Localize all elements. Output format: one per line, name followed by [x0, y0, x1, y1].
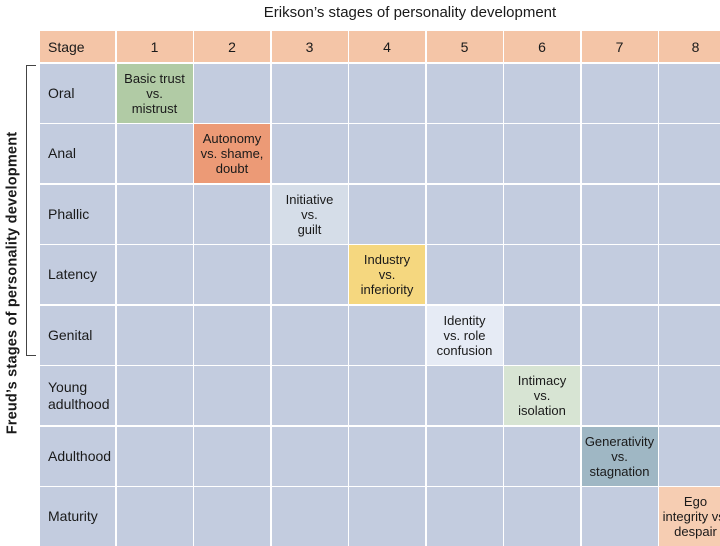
- row-label: Phallic: [40, 184, 115, 244]
- empty-cell: [426, 245, 503, 304]
- stage-cell: Autonomy vs. shame, doubt: [194, 124, 270, 183]
- empty-cell: [504, 426, 580, 486]
- empty-cell: [349, 305, 425, 365]
- row-label: Adulthood: [40, 426, 115, 486]
- empty-cell: [349, 63, 425, 123]
- empty-cell: [349, 124, 425, 183]
- header-stage-7: 7: [581, 31, 658, 62]
- empty-cell: [349, 184, 425, 244]
- empty-cell: [581, 305, 658, 365]
- empty-cell: [194, 487, 270, 546]
- empty-cell: [426, 426, 503, 486]
- empty-cell: [116, 366, 193, 425]
- header-stage-5: 5: [426, 31, 503, 62]
- empty-cell: [504, 305, 580, 365]
- empty-cell: [194, 366, 270, 425]
- row-label: Latency: [40, 245, 115, 304]
- stage-cell: Initiative vs. guilt: [271, 184, 348, 244]
- empty-cell: [194, 426, 270, 486]
- stage-cell: Intimacy vs. isolation: [504, 366, 580, 425]
- empty-cell: [116, 124, 193, 183]
- empty-cell: [659, 245, 720, 304]
- empty-cell: [504, 184, 580, 244]
- empty-cell: [116, 184, 193, 244]
- empty-cell: [659, 366, 720, 425]
- empty-cell: [116, 487, 193, 546]
- stage-cell: Basic trust vs. mistrust: [116, 63, 193, 123]
- row-label: Young adulthood: [40, 366, 115, 425]
- empty-cell: [659, 184, 720, 244]
- header-stage-2: 2: [194, 31, 270, 62]
- empty-cell: [581, 245, 658, 304]
- empty-cell: [504, 124, 580, 183]
- empty-cell: [116, 245, 193, 304]
- empty-cell: [116, 426, 193, 486]
- stage-cell: Industry vs. inferiority: [349, 245, 425, 304]
- empty-cell: [349, 487, 425, 546]
- empty-cell: [194, 245, 270, 304]
- empty-cell: [271, 63, 348, 123]
- stages-grid: Stage 1 2 3 4 5 6 7 8 Oral Basic trust vs…: [40, 31, 720, 546]
- empty-cell: [581, 63, 658, 123]
- erikson-title: Erikson’s stages of personality developm…: [263, 4, 557, 21]
- empty-cell: [426, 63, 503, 123]
- freud-title-text: Freud’s stages of personality developmen…: [4, 131, 21, 434]
- empty-cell: [349, 366, 425, 425]
- freud-title: Freud’s stages of personality developmen…: [0, 30, 24, 535]
- stage-cell: Ego integrity vs. despair: [659, 487, 720, 546]
- empty-cell: [194, 305, 270, 365]
- empty-cell: [426, 184, 503, 244]
- empty-cell: [426, 487, 503, 546]
- row-label: Oral: [40, 63, 115, 123]
- row-label: Genital: [40, 305, 115, 365]
- empty-cell: [194, 63, 270, 123]
- empty-cell: [504, 63, 580, 123]
- header-stage-3: 3: [271, 31, 348, 62]
- empty-cell: [504, 245, 580, 304]
- empty-cell: [271, 305, 348, 365]
- empty-cell: [116, 305, 193, 365]
- row-label: Anal: [40, 124, 115, 183]
- row-label: Maturity: [40, 487, 115, 546]
- empty-cell: [659, 124, 720, 183]
- empty-cell: [271, 426, 348, 486]
- empty-cell: [271, 366, 348, 425]
- header-stage: Stage: [40, 31, 115, 62]
- stage-cell: Identity vs. role confusion: [426, 305, 503, 365]
- header-stage-1: 1: [116, 31, 193, 62]
- empty-cell: [581, 487, 658, 546]
- empty-cell: [581, 366, 658, 425]
- empty-cell: [581, 184, 658, 244]
- empty-cell: [426, 124, 503, 183]
- header-stage-6: 6: [504, 31, 580, 62]
- empty-cell: [581, 124, 658, 183]
- header-stage-8: 8: [659, 31, 720, 62]
- empty-cell: [659, 305, 720, 365]
- header-stage-4: 4: [349, 31, 425, 62]
- stage-cell: Generativity vs. stagnation: [581, 426, 658, 486]
- empty-cell: [659, 426, 720, 486]
- empty-cell: [659, 63, 720, 123]
- empty-cell: [504, 487, 580, 546]
- empty-cell: [194, 184, 270, 244]
- freud-bracket: [26, 65, 36, 356]
- empty-cell: [271, 245, 348, 304]
- empty-cell: [271, 487, 348, 546]
- empty-cell: [271, 124, 348, 183]
- empty-cell: [426, 366, 503, 425]
- empty-cell: [349, 426, 425, 486]
